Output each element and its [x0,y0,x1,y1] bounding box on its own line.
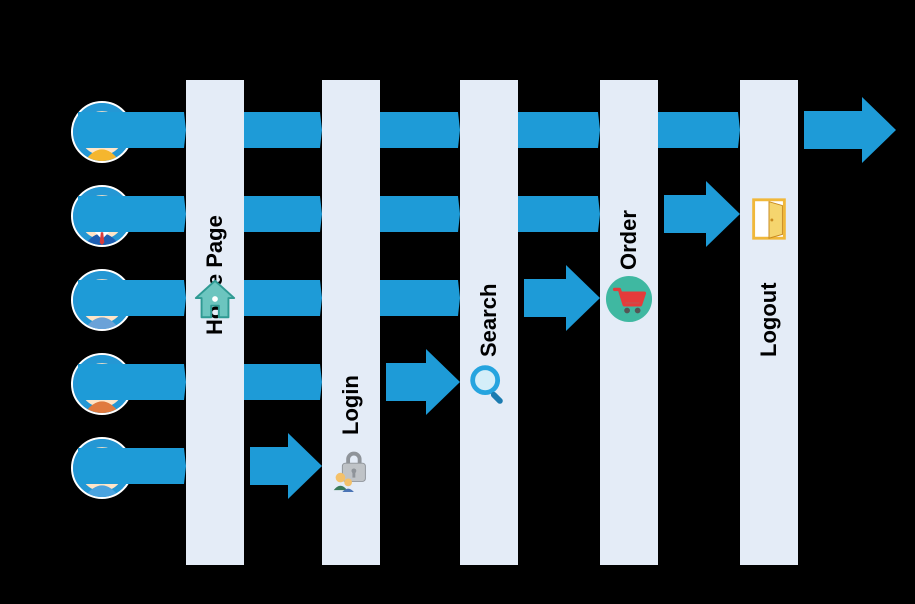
flow-arrow [78,196,186,232]
diagram-canvas: Home Page Login Search Order Logout [0,0,915,604]
flow-arrow [244,364,322,400]
flow-arrow [518,196,600,232]
flow-arrow [78,112,186,148]
flow-arrow [658,112,740,148]
flow-arrow [804,97,896,163]
magnifier-icon [465,360,513,408]
flow-arrow [380,280,460,316]
flow-arrow [78,280,186,316]
flow-arrow [250,433,322,499]
flow-arrow [78,448,186,484]
cart-icon [605,275,653,323]
stage-label-logout: Logout [755,245,783,395]
flow-arrow [380,196,460,232]
flow-arrow [78,364,186,400]
flow-arrow [518,112,600,148]
flow-arrow [664,181,740,247]
flow-arrow [244,280,322,316]
lock-users-icon [327,440,375,488]
flow-arrow [380,112,460,148]
flow-arrow [386,349,460,415]
house-icon [191,275,239,323]
door-icon [745,195,793,243]
flow-arrow [244,196,322,232]
flow-arrow [524,265,600,331]
flow-arrow [244,112,322,148]
